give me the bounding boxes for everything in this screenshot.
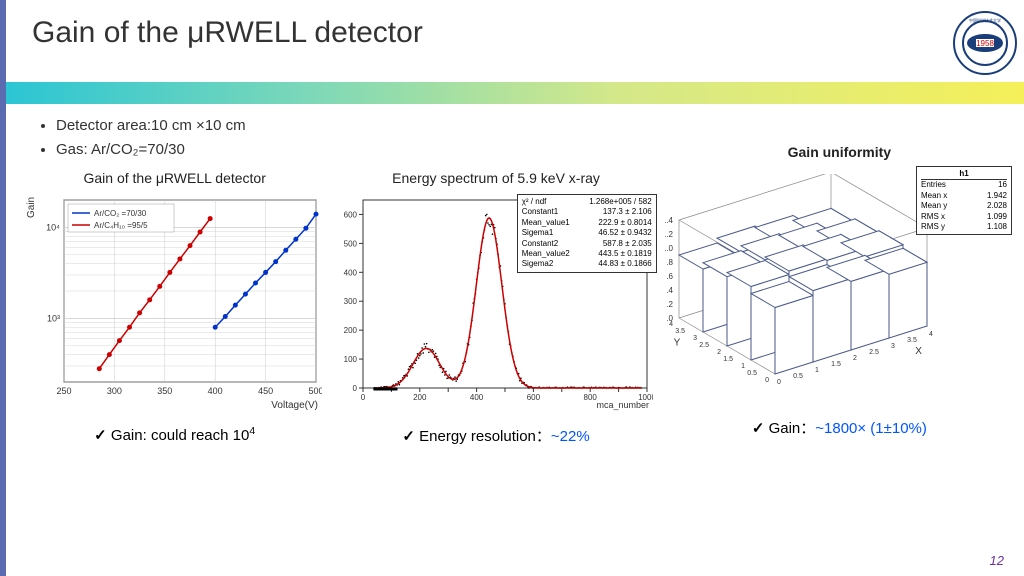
- svg-text:2: 2: [717, 349, 721, 356]
- svg-text:中国科学技术大学: 中国科学技术大学: [969, 17, 1001, 23]
- chart1-title: Gain of the μRWELL detector: [22, 170, 327, 186]
- svg-text:0: 0: [361, 393, 366, 402]
- svg-text:.8: .8: [666, 258, 673, 267]
- page-title: Gain of the μRWELL detector: [32, 16, 992, 50]
- svg-text:2.5: 2.5: [869, 349, 879, 356]
- svg-text:.4: .4: [666, 286, 673, 295]
- svg-text:400: 400: [344, 268, 358, 277]
- svg-text:Y: Y: [673, 338, 680, 349]
- svg-text:Gain: Gain: [26, 197, 37, 218]
- svg-text:mca_number: mca_number: [597, 400, 650, 410]
- svg-text:400: 400: [208, 386, 223, 396]
- university-logo: 1958 中国科学技术大学: [952, 10, 1018, 76]
- svg-text:0: 0: [777, 379, 781, 386]
- svg-text:0.5: 0.5: [793, 373, 803, 380]
- svg-text:3: 3: [693, 335, 697, 342]
- svg-text:800: 800: [584, 393, 598, 402]
- gain-voltage-panel: Gain of the μRWELL detector 250 300 350 400…: [22, 170, 327, 446]
- svg-text:500: 500: [308, 386, 322, 396]
- gain-uniformity-panel: Gain uniformity .0.2.4.6.81.01.21.4000.5…: [665, 170, 1014, 446]
- svg-text:350: 350: [157, 386, 172, 396]
- chart2-stats: χ² / ndf1.268e+005 / 582 Constant1137.3 …: [517, 194, 657, 273]
- chart3-stats: h1 Entries16 Mean x1.942 Mean y2.028 RMS…: [916, 166, 1012, 235]
- svg-text:300: 300: [107, 386, 122, 396]
- svg-text:1: 1: [741, 363, 745, 370]
- svg-text:300: 300: [344, 297, 358, 306]
- chart2-caption: Energy resolution：~22%: [333, 425, 658, 446]
- chart2-title: Energy spectrum of 5.9 keV x-ray: [333, 170, 658, 186]
- svg-text:0: 0: [353, 384, 358, 393]
- chart3-title: Gain uniformity: [665, 144, 1014, 160]
- svg-text:200: 200: [344, 326, 358, 335]
- svg-text:10⁴: 10⁴: [46, 222, 60, 232]
- svg-text:1958: 1958: [976, 39, 994, 48]
- svg-text:Voltage(V): Voltage(V): [271, 400, 318, 411]
- svg-text:250: 250: [56, 386, 71, 396]
- svg-text:3: 3: [891, 343, 895, 350]
- svg-text:X: X: [915, 346, 922, 357]
- svg-text:1: 1: [815, 367, 819, 374]
- svg-text:1.5: 1.5: [831, 361, 841, 368]
- svg-text:4: 4: [669, 321, 673, 328]
- svg-text:2.5: 2.5: [699, 342, 709, 349]
- gradient-bar: [6, 82, 1024, 104]
- svg-text:500: 500: [344, 239, 358, 248]
- svg-text:0: 0: [765, 377, 769, 384]
- svg-text:4: 4: [929, 331, 933, 338]
- svg-text:1.0: 1.0: [665, 244, 674, 253]
- svg-text:3.5: 3.5: [907, 337, 917, 344]
- svg-text:0.5: 0.5: [747, 370, 757, 377]
- svg-text:100: 100: [344, 355, 358, 364]
- page-number: 12: [990, 553, 1004, 568]
- svg-text:.6: .6: [666, 272, 673, 281]
- svg-text:600: 600: [344, 210, 358, 219]
- svg-text:600: 600: [527, 393, 541, 402]
- svg-text:400: 400: [470, 393, 484, 402]
- chart3-caption: Gain：~1800× (1±10%): [665, 417, 1014, 438]
- svg-text:1.4: 1.4: [665, 216, 674, 225]
- svg-text:1.5: 1.5: [723, 356, 733, 363]
- energy-spectrum-panel: Energy spectrum of 5.9 keV x-ray 0 200 400…: [333, 170, 658, 446]
- svg-text:2: 2: [853, 355, 857, 362]
- bullet-area: Detector area:10 cm ×10 cm: [56, 114, 1004, 138]
- chart1-caption: Gain: could reach 104: [22, 425, 327, 444]
- svg-text:200: 200: [413, 393, 427, 402]
- svg-text:Ar/C₄H₁₀ =95/5: Ar/C₄H₁₀ =95/5: [94, 221, 148, 230]
- svg-text:10³: 10³: [47, 313, 60, 323]
- svg-text:1.2: 1.2: [665, 230, 674, 239]
- svg-text:.2: .2: [666, 300, 673, 309]
- svg-text:Ar/CO₂ =70/30: Ar/CO₂ =70/30: [94, 209, 147, 218]
- svg-text:3.5: 3.5: [675, 328, 685, 335]
- gain-voltage-chart: 250 300 350 400 450 500 10³ 10⁴ Voltage(V) Gain Ar…: [22, 192, 322, 412]
- svg-text:450: 450: [258, 386, 273, 396]
